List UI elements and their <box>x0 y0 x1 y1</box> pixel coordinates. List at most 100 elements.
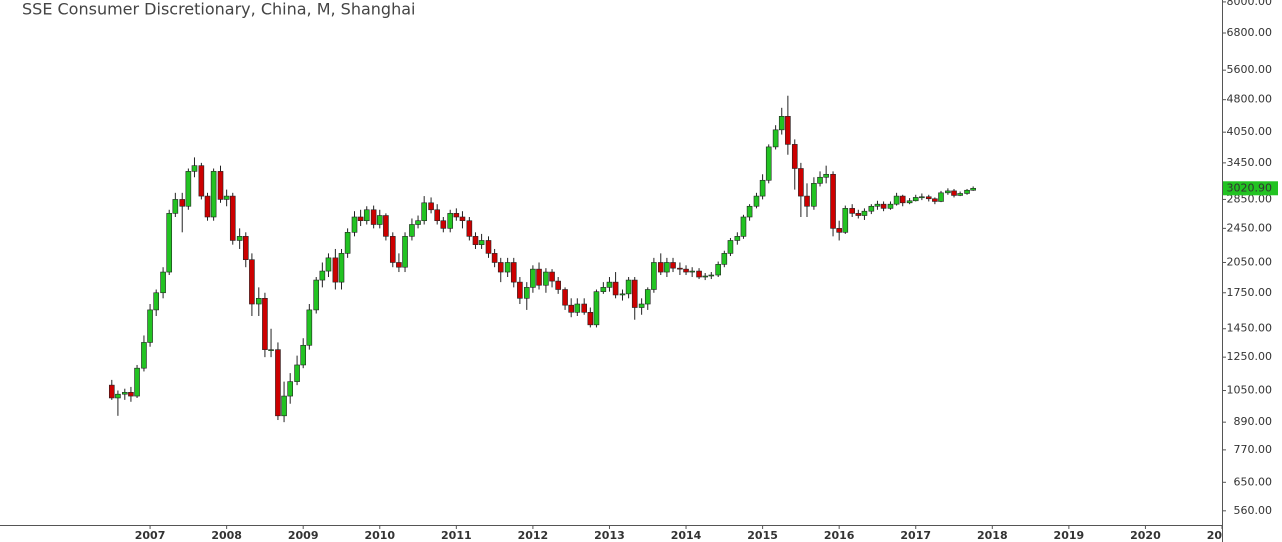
candle-body <box>721 253 728 265</box>
candle-body <box>325 257 332 272</box>
candle-body <box>574 303 581 313</box>
candle-body <box>128 392 134 397</box>
candle-body <box>868 205 875 212</box>
candle-body <box>549 271 555 282</box>
candle-body <box>153 292 159 311</box>
plot-area <box>108 95 976 423</box>
candle-body <box>504 262 511 273</box>
candle-body <box>543 271 549 286</box>
candle-body <box>593 291 600 326</box>
candle-body <box>236 236 243 241</box>
y-tick-label: 890.00 <box>1234 415 1273 428</box>
y-tick-label: 2450.00 <box>1227 221 1273 234</box>
candle-body <box>798 168 804 197</box>
candle-body <box>223 195 230 200</box>
candle-body <box>670 262 676 269</box>
y-tick-label: 5600.00 <box>1227 63 1273 76</box>
x-tick-label: 2007 <box>135 529 166 542</box>
candle-body <box>912 197 919 202</box>
candle-body <box>906 200 913 204</box>
candle-body <box>472 236 479 245</box>
candle-body <box>581 303 588 313</box>
candle-body <box>945 190 951 194</box>
candle-body <box>344 232 351 254</box>
candle-body <box>517 281 523 299</box>
candle-body <box>204 195 211 218</box>
candle-body <box>804 195 810 207</box>
candle-body <box>702 275 708 278</box>
x-tick-label: 2021 <box>1207 529 1238 542</box>
candle-body <box>383 215 389 237</box>
x-tick-label: 2019 <box>1054 529 1085 542</box>
candle-body <box>600 287 607 292</box>
y-tick-label: 1050.00 <box>1227 384 1273 397</box>
y-tick-label: 6800.00 <box>1227 26 1273 39</box>
candle-body <box>160 271 166 294</box>
candle-body <box>657 262 664 273</box>
y-tick-label: 8000.00 <box>1227 0 1273 8</box>
y-tick-label: 2850.00 <box>1227 192 1273 205</box>
candle-body <box>108 384 115 399</box>
candle-body <box>957 193 963 196</box>
candle-body <box>887 203 894 209</box>
candle-body <box>242 236 249 260</box>
x-tick-label: 2009 <box>288 529 319 542</box>
candle-body <box>951 190 957 196</box>
x-tick-label: 2020 <box>1130 529 1161 542</box>
candle-body <box>179 199 186 207</box>
candle-body <box>262 298 268 350</box>
candle-body <box>689 270 695 273</box>
y-tick-label: 4800.00 <box>1227 93 1273 106</box>
candle-body <box>434 209 440 222</box>
candle-body <box>696 270 702 278</box>
candle-body <box>874 203 881 207</box>
candle-body <box>919 196 925 199</box>
y-tick-label: 2050.00 <box>1227 255 1273 268</box>
candle-body <box>523 287 530 299</box>
candle-body <box>899 195 906 204</box>
x-tick-label: 2011 <box>441 529 472 542</box>
candle-body <box>893 195 900 205</box>
candle-body <box>447 213 454 229</box>
x-tick-label: 2008 <box>211 529 242 542</box>
candle-body <box>485 240 492 254</box>
y-tick-label: 3450.00 <box>1227 156 1273 169</box>
candle-body <box>619 293 626 296</box>
candle-body <box>925 196 932 200</box>
candle-body <box>638 303 645 308</box>
chart-title: SSE Consumer Discretionary, China, M, Sh… <box>22 0 415 19</box>
candle-body <box>497 262 504 273</box>
candle-body <box>880 203 887 209</box>
y-tick-label: 1450.00 <box>1227 322 1273 335</box>
x-tick-label: 2014 <box>671 529 702 542</box>
candle-body <box>466 220 473 237</box>
candle-body <box>281 395 287 417</box>
candle-body <box>708 274 715 277</box>
candle-body <box>587 312 594 326</box>
candle-body <box>823 173 829 178</box>
candle-body <box>727 240 734 254</box>
candle-body <box>970 187 976 191</box>
candle-body <box>300 344 307 366</box>
candle-body <box>191 165 198 172</box>
candle-body <box>740 216 747 237</box>
candle-body <box>555 280 561 290</box>
y-tick-label: 1250.00 <box>1227 350 1273 363</box>
x-axis: 2007 2008 2009 2010 2011 2012 2013 2014 2015 2016… <box>135 529 1238 542</box>
candle-body <box>428 202 434 211</box>
candle-body <box>115 393 121 399</box>
candle-body <box>664 262 670 273</box>
candle-body <box>849 208 855 214</box>
candle-body <box>938 192 944 202</box>
candle-body <box>453 213 460 218</box>
candle-body <box>287 381 293 397</box>
candle-body <box>677 267 683 270</box>
candle-body <box>396 262 402 268</box>
candle-body <box>683 268 689 273</box>
candle-body <box>122 392 128 395</box>
candle-body <box>651 262 657 290</box>
candle-body <box>275 349 281 417</box>
candle-body <box>229 195 236 241</box>
candle-body <box>357 216 364 222</box>
candle-body <box>338 253 345 283</box>
